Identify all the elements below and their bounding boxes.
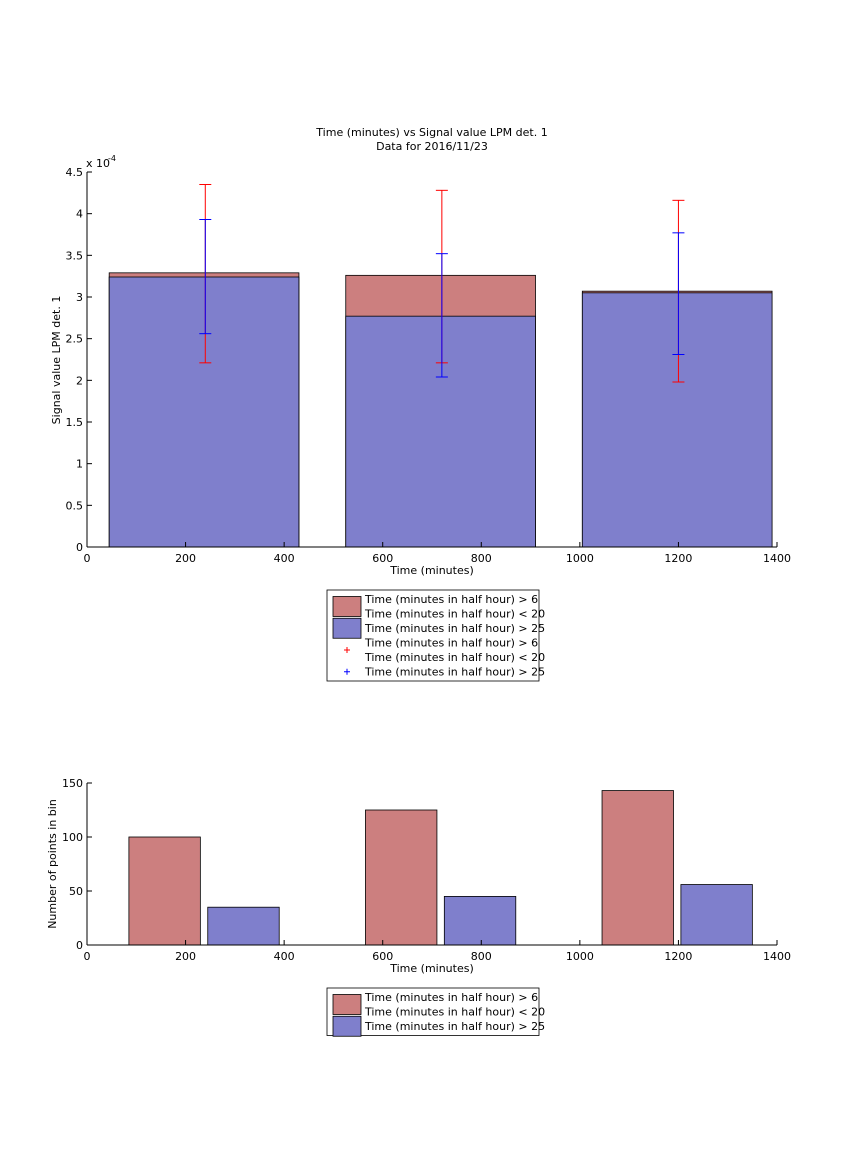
chart2-bar-s1-1	[443, 896, 517, 946]
legend-label: Time (minutes in half hour) < 20	[364, 1006, 545, 1019]
chart1-errorbar-s1-1	[435, 253, 448, 378]
legend-label: Time (minutes in half hour) > 25	[364, 666, 545, 679]
chart1-xtick-label: 200	[175, 552, 196, 565]
chart1-exponent: x 10 -4	[86, 154, 116, 170]
chart1-ytick-label: 3	[76, 291, 83, 304]
chart1-ytick-label: 0	[76, 541, 83, 554]
chart1-xtick-label: 1400	[763, 552, 791, 565]
chart2-ytick-label: 0	[76, 939, 83, 952]
chart1-errorbar-s1-0	[199, 219, 212, 335]
legend-label: Time (minutes in half hour) > 25	[364, 1020, 545, 1033]
legend-marker	[344, 647, 350, 653]
chart1-subtitle: Data for 2016/11/23	[376, 140, 488, 153]
chart1-ytick-label: 1	[76, 458, 83, 471]
chart2-plot: 0 200 400 600 800 1000 1200 1400 0 50 100 150	[62, 777, 791, 963]
chart1-errorbar-s1-2	[672, 232, 685, 355]
chart2-xtick-label: 1000	[566, 950, 594, 963]
legend-label: Time (minutes in half hour) > 25	[364, 622, 545, 635]
legend-label: Time (minutes in half hour) > 6	[364, 593, 538, 606]
legend-label: Time (minutes in half hour) > 6	[364, 637, 538, 650]
chart1-bar-s1-0	[108, 276, 300, 548]
chart1-ytick-label: 1.5	[66, 416, 84, 429]
legend-label: Time (minutes in half hour) < 20	[364, 608, 545, 621]
chart1-exponent-base: x 10	[86, 157, 110, 170]
chart2-xtick-label: 200	[175, 950, 196, 963]
chart2-bar-s1-2	[680, 884, 753, 946]
chart1-plot: 0 200 400 600 800 1000 1200 1400 0 0.5 1 1.5 2 2.5 3 3.…	[66, 166, 792, 565]
chart1-xtick-label: 1000	[566, 552, 594, 565]
chart2-xtick-label: 400	[274, 950, 295, 963]
legend-marker	[344, 668, 350, 675]
chart1-xtick-label: 800	[471, 552, 492, 565]
chart1-ytick-label: 3.5	[66, 249, 84, 262]
chart1-ytick-label: 4.5	[66, 166, 84, 179]
chart1-ytick-label: 2	[76, 374, 83, 387]
chart2-xtick-label: 600	[372, 950, 393, 963]
chart2-bar-s1-0	[207, 906, 280, 946]
legend-box	[326, 589, 540, 682]
legend-swatch	[332, 617, 362, 639]
chart2-ylabel: Number of points in bin	[46, 799, 59, 929]
legend-label: Time (minutes in half hour) > 6	[364, 991, 538, 1004]
chart2-bar-s0-2	[601, 790, 674, 946]
chart2-legend: Time (minutes in half hour) > 6 Time (min…	[326, 987, 545, 1037]
legend-swatch	[332, 596, 362, 617]
legend-swatch	[332, 994, 362, 1015]
chart1-xtick-label: 0	[84, 552, 91, 565]
chart2-xtick-label: 800	[471, 950, 492, 963]
chart1-ytick-label: 4	[76, 208, 83, 221]
legend-label: Time (minutes in half hour) < 20	[364, 651, 545, 664]
chart2-ytick-label: 100	[62, 831, 83, 844]
chart1-xtick-label: 600	[372, 552, 393, 565]
chart2-ytick-label: 50	[69, 885, 83, 898]
chart2-xtick-label: 0	[84, 950, 91, 963]
chart1-title: Time (minutes) vs Signal value LPM det. …	[315, 126, 547, 139]
chart1-exponent-power: -4	[108, 154, 116, 163]
chart1-xtick-label: 400	[274, 552, 295, 565]
chart2-bar-s0-0	[128, 836, 201, 946]
chart2-xtick-label: 1400	[763, 950, 791, 963]
chart1-ylabel: Signal value LPM det. 1	[50, 296, 63, 425]
chart2-ytick-label: 150	[62, 777, 83, 790]
chart1-ytick-label: 2.5	[66, 333, 84, 346]
chart2-bar-s0-1	[365, 809, 438, 946]
chart2-xlabel: Time (minutes)	[389, 962, 474, 975]
legend-swatch	[332, 1015, 362, 1037]
chart1-bar-s1-1	[345, 315, 536, 548]
chart1-xtick-label: 1200	[664, 552, 692, 565]
chart1-ytick-label: 0.5	[66, 499, 84, 512]
chart2-xtick-label: 1200	[664, 950, 692, 963]
chart1-bar-s1-2	[581, 292, 773, 548]
legend-box	[326, 987, 540, 1036]
chart1-xlabel: Time (minutes)	[389, 564, 474, 577]
